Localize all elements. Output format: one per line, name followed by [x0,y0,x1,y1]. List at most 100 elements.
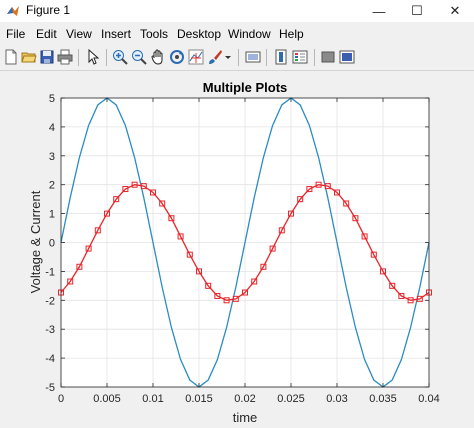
series-2-marker [278,227,285,234]
matlab-app-icon [7,6,19,16]
close-icon: ✕ [449,3,461,18]
y-tick-label: 1 [49,209,55,221]
toolbar-separator [266,49,267,66]
link-plot-icon[interactable] [245,49,261,65]
brush-dropdown-icon[interactable] [224,49,232,65]
y-tick-label: -1 [45,266,55,278]
series-2-marker [407,297,414,304]
y-tick-label: -4 [45,353,55,365]
x-tick-label: 0.025 [277,393,305,405]
plot-chart[interactable]: 0 0.005 0.01 0.015 0.02 0.025 0.03 0.035 0.04 -5 -… [0,71,474,428]
series-2-marker [76,263,83,270]
y-tick-label: -3 [45,324,55,336]
new-figure-icon[interactable] [3,49,19,65]
y-tick-label: 0 [49,238,55,250]
series-2-marker [140,183,147,190]
series-2-marker [159,200,166,207]
pan-icon[interactable] [150,49,166,65]
pointer-icon[interactable] [85,49,101,65]
toolbar-separator [314,49,315,66]
menu-view[interactable]: View [66,27,92,41]
x-axis-label: time [233,410,258,425]
x-tick-label: 0.005 [93,393,121,405]
close-button[interactable]: ✕ [436,0,474,22]
menu-desktop[interactable]: Desktop [177,27,222,41]
series-layer [58,97,432,388]
menu-tools[interactable]: Tools [140,27,169,41]
tick-layer: 0 0.005 0.01 0.015 0.02 0.025 0.03 0.035 0.04 -5 -… [45,93,439,405]
menu-edit[interactable]: Edit [36,27,57,41]
series-2-marker [223,297,230,304]
series-2-marker [260,263,267,270]
series-2-marker [232,295,239,302]
x-tick-label: 0.03 [326,393,347,405]
show-plot-tools-icon[interactable] [339,49,355,65]
window-title: Figure 1 [26,3,71,17]
series-2-marker [306,186,313,193]
y-tick-label: -5 [45,382,55,394]
hide-plot-tools-icon[interactable] [320,49,336,65]
y-tick-label: 2 [49,180,55,192]
series-2-marker [168,215,175,222]
toolbar-separator [106,49,107,66]
series-2-marker [343,200,350,207]
brush-icon[interactable] [207,49,223,65]
series-2-marker [131,181,138,188]
data-cursor-icon[interactable] [188,49,204,65]
series-2-marker [186,251,193,258]
series-2-marker [398,292,405,299]
series-2-marker [196,268,202,275]
series-2-marker [352,215,359,222]
save-icon[interactable] [39,49,55,65]
series-2-marker [269,245,276,252]
series-2-marker [334,189,340,196]
series-2-marker [113,196,120,203]
menu-window[interactable]: Window [228,27,271,41]
maximize-button[interactable]: ☐ [398,0,436,22]
series-2-marker [214,292,221,299]
figure-canvas[interactable]: 0 0.005 0.01 0.015 0.02 0.025 0.03 0.035 0.04 -5 -… [0,71,474,428]
x-tick-label: 0 [58,393,64,405]
series-2-marker [94,227,101,234]
zoom-in-icon[interactable] [112,49,128,65]
menu-insert[interactable]: Insert [101,27,132,41]
series-2-marker [205,282,212,289]
series-2-marker [315,181,322,188]
series-line-2 [60,184,430,301]
series-2-marker [380,268,386,275]
zoom-out-icon[interactable] [131,49,147,65]
legend-icon[interactable] [292,49,308,65]
series-2-marker [177,233,184,240]
toolbar-separator [78,49,79,66]
open-file-icon[interactable] [21,49,37,65]
x-tick-label: 0.04 [418,393,439,405]
y-axis-label: Voltage & Current [28,190,43,293]
maximize-icon: ☐ [411,3,423,18]
menu-file[interactable]: File [6,27,26,41]
series-2-marker [361,233,368,240]
colorbar-icon[interactable] [273,49,289,65]
series-2-marker [297,196,304,203]
y-tick-label: -2 [45,295,55,307]
x-tick-label: 0.02 [234,393,255,405]
chart-title: Multiple Plots [203,80,288,95]
series-2-marker [150,189,156,196]
window-titlebar: Figure 1 — ☐ ✕ [0,0,474,22]
series-2-marker [67,278,74,285]
series-2-marker [122,186,129,193]
y-tick-label: 3 [49,151,55,163]
print-icon[interactable] [57,49,73,65]
series-2-marker [104,210,110,217]
series-2-marker [324,183,331,190]
toolbar-separator [238,49,239,66]
series-line-1 [60,97,430,388]
y-tick-label: 4 [49,122,55,134]
x-tick-label: 0.015 [185,393,213,405]
series-2-marker [416,295,423,302]
rotate-3d-icon[interactable] [169,49,185,65]
minimize-button[interactable]: — [360,0,398,22]
series-2-marker [370,251,377,258]
menu-help[interactable]: Help [279,27,304,41]
series-2-marker [288,210,294,217]
series-2-marker [242,289,248,296]
